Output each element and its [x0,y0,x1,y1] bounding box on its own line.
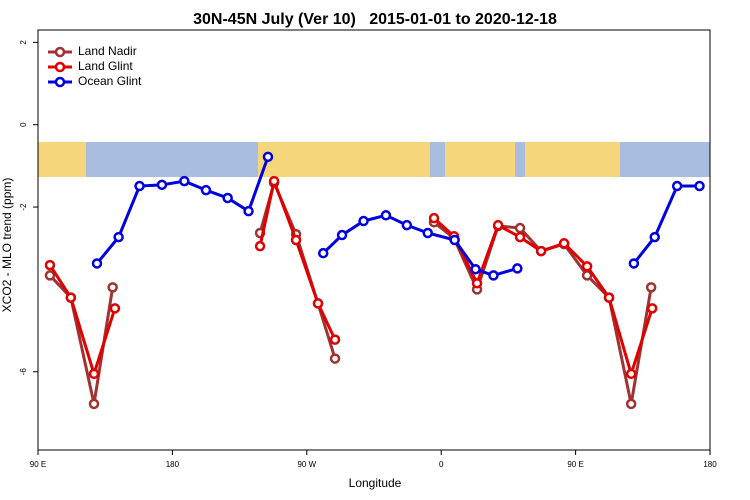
data-point [44,259,56,271]
data-point [581,261,593,272]
x-tick-label: 180 [703,460,717,469]
data-point [646,303,658,314]
y-tick-label: 0 [19,122,28,127]
x-axis-label: Longitude [349,476,402,490]
x-tick-label: 180 [166,460,180,469]
data-point [422,227,434,239]
data-point [694,180,705,192]
x-tick-label: 90 W [297,460,316,469]
data-point [336,229,348,241]
data-point [628,258,640,269]
data-point [88,398,100,410]
data-point [156,179,168,191]
data-point [535,245,547,257]
data-point [109,303,121,314]
legend-marker [54,46,66,58]
chart-title: 30N-45N July (Ver 10) 2015-01-01 to 2020… [193,11,557,28]
data-point [113,231,124,243]
data-point [512,263,523,274]
data-point [645,282,657,293]
data-point [134,180,145,192]
data-point [625,398,637,410]
data-point [603,292,615,303]
data-point [91,258,103,269]
legend-marker [54,61,66,73]
data-point [488,270,499,281]
data-point [262,151,274,163]
data-point [649,231,660,243]
x-tick-label: 90 E [567,460,583,469]
data-point [222,192,233,204]
legend-label: Ocean Glint [78,74,142,88]
legend-marker [54,76,66,88]
data-point [449,234,460,246]
data-point [514,231,526,243]
data-point [329,334,341,345]
data-point [312,298,324,309]
series-line [48,178,653,405]
data-point [44,270,56,281]
data-point [558,238,570,249]
data-point [514,222,526,234]
data-point [428,212,440,224]
map-band [38,142,710,177]
data-point [268,175,280,187]
data-point [243,205,254,217]
y-tick-label: 2 [19,40,28,45]
y-tick-label: -6 [19,368,28,376]
data-point [358,215,369,227]
y-tick-label: -2 [19,203,28,211]
data-point [492,219,504,231]
data-point [290,234,302,246]
data-point [179,175,190,187]
legend-label: Land Nadir [78,44,137,58]
plot-frame [37,29,711,451]
series-line [48,175,654,379]
data-point [329,353,341,364]
data-point [88,368,100,380]
y-axis-label: XCO2 - MLO trend (ppm) [0,178,14,313]
x-tick-label: 0 [439,460,444,469]
data-point [401,219,413,231]
data-point [625,368,637,380]
data-point [471,277,483,289]
data-point [107,282,118,293]
data-point [317,247,329,259]
data-point [380,210,392,221]
data-point [470,263,481,275]
data-point [200,184,212,196]
data-point [254,240,266,252]
data-point [65,292,77,303]
data-point [671,180,683,192]
legend-label: Land Glint [78,59,133,73]
x-tick-label: 90 E [30,460,46,469]
